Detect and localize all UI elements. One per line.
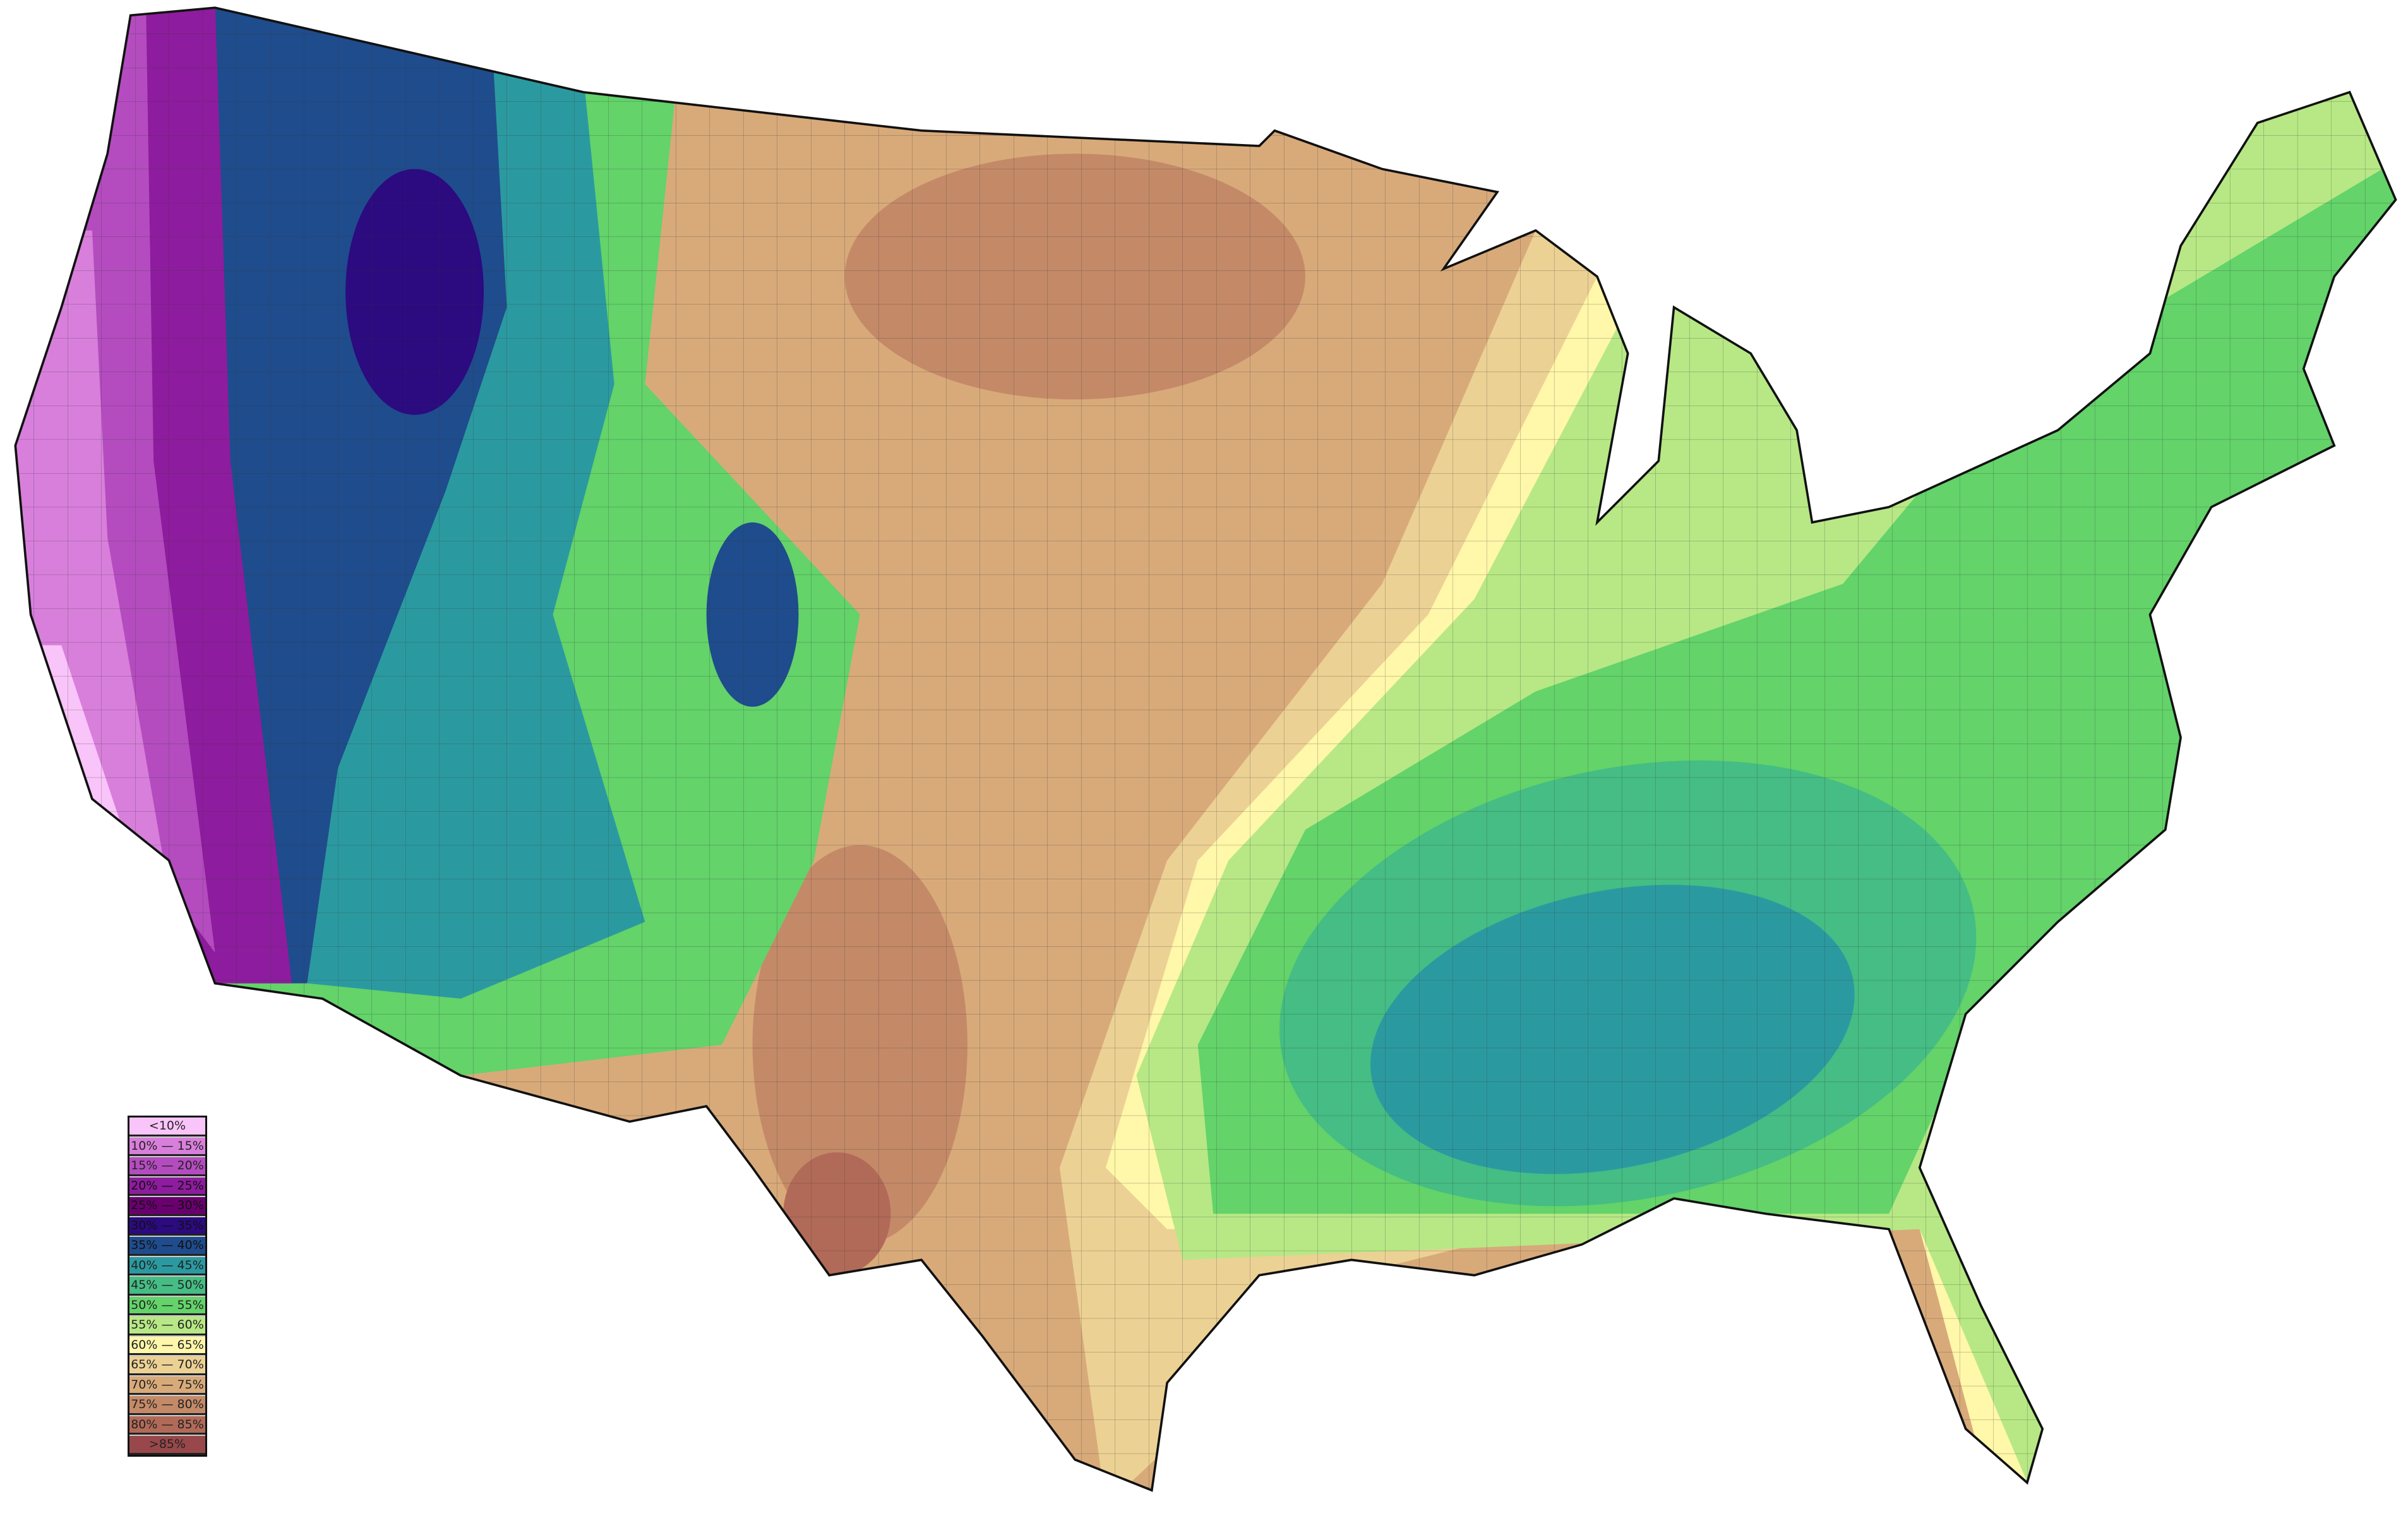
legend-item: 35% — 40%	[129, 1236, 205, 1256]
legend-item: 15% — 20%	[129, 1156, 205, 1176]
legend-item: 65% — 70%	[129, 1355, 205, 1375]
legend-item: 70% — 75%	[129, 1375, 205, 1395]
legend-item: 10% — 15%	[129, 1136, 205, 1156]
legend-item: 30% — 35%	[129, 1215, 205, 1236]
legend-item: <10%	[129, 1117, 205, 1136]
legend-item: 80% — 85%	[129, 1414, 205, 1435]
legend-item: 55% — 60%	[129, 1315, 205, 1335]
legend-item: 45% — 50%	[129, 1275, 205, 1296]
legend-item: 40% — 45%	[129, 1255, 205, 1275]
legend-item: 20% — 25%	[129, 1176, 205, 1196]
us-outline	[14, 6, 2397, 1492]
legend: <10% 10% — 15% 15% — 20% 20% — 25% 25% — 30%…	[128, 1116, 207, 1457]
legend-item: 25% — 30%	[129, 1196, 205, 1216]
legend-item: >85%	[129, 1435, 205, 1455]
legend-item: 60% — 65%	[129, 1335, 205, 1355]
legend-item: 50% — 55%	[129, 1295, 205, 1315]
legend-item: 75% — 80%	[129, 1395, 205, 1415]
